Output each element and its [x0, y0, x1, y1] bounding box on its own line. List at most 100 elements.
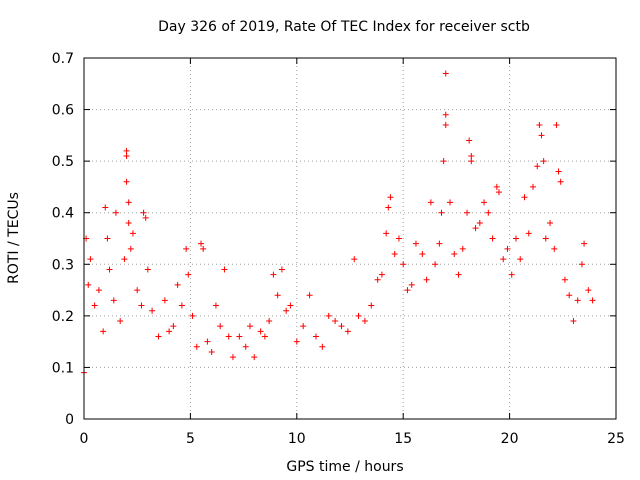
- data-point: [391, 250, 398, 257]
- data-point: [344, 328, 351, 335]
- data-point: [508, 271, 515, 278]
- y-tick-label: 0.7: [52, 51, 74, 67]
- data-point: [287, 302, 294, 309]
- data-point: [551, 245, 558, 252]
- data-point: [170, 323, 177, 330]
- data-point: [540, 158, 547, 165]
- y-tick-label: 0.5: [52, 154, 74, 170]
- data-point: [355, 312, 362, 319]
- data-point: [436, 240, 443, 247]
- data-point: [561, 276, 568, 283]
- y-tick-label: 0.3: [52, 257, 74, 273]
- data-point: [589, 297, 596, 304]
- data-point: [189, 312, 196, 319]
- data-point: [229, 354, 236, 361]
- data-point: [251, 354, 258, 361]
- data-point: [217, 323, 224, 330]
- data-point: [387, 194, 394, 201]
- data-point: [574, 297, 581, 304]
- data-point: [432, 261, 439, 268]
- data-point: [570, 318, 577, 325]
- data-point: [442, 111, 449, 118]
- data-point: [117, 318, 124, 325]
- data-point: [138, 302, 145, 309]
- data-point: [438, 209, 445, 216]
- data-point: [183, 245, 190, 252]
- data-point: [468, 152, 475, 159]
- data-point: [351, 256, 358, 263]
- data-point: [155, 333, 162, 340]
- data-point: [193, 343, 200, 350]
- data-point: [538, 132, 545, 139]
- data-point: [395, 235, 402, 242]
- data-point: [104, 235, 111, 242]
- data-point: [442, 70, 449, 77]
- data-point: [493, 183, 500, 190]
- data-point: [440, 158, 447, 165]
- data-point: [557, 178, 564, 185]
- data-point: [270, 271, 277, 278]
- data-point: [261, 333, 268, 340]
- data-point: [225, 333, 232, 340]
- data-point: [504, 245, 511, 252]
- data-point: [257, 328, 264, 335]
- data-point: [293, 338, 300, 345]
- data-point: [481, 199, 488, 206]
- data-point: [408, 281, 415, 288]
- y-tick-label: 0.1: [52, 360, 74, 376]
- data-point: [451, 250, 458, 257]
- chart-title: Day 326 of 2019, Rate Of TEC Index for r…: [158, 19, 530, 35]
- data-point: [204, 338, 211, 345]
- data-point: [198, 240, 205, 247]
- data-point: [110, 297, 117, 304]
- data-point: [102, 204, 109, 211]
- data-point: [476, 220, 483, 227]
- plot-frame: [83, 57, 617, 420]
- x-tick-label: 0: [80, 431, 89, 447]
- data-point: [472, 225, 479, 232]
- data-point: [459, 245, 466, 252]
- data-point: [246, 323, 253, 330]
- data-point: [306, 292, 313, 299]
- data-point: [485, 209, 492, 216]
- data-point: [517, 256, 524, 263]
- data-point: [542, 235, 549, 242]
- data-point: [149, 307, 156, 314]
- data-point: [536, 122, 543, 129]
- data-point: [178, 302, 185, 309]
- data-point: [466, 137, 473, 144]
- y-axis-label: ROTI / TECUs: [6, 192, 22, 284]
- data-point: [212, 302, 219, 309]
- data-point: [585, 287, 592, 294]
- data-point: [123, 152, 130, 159]
- data-point: [547, 220, 554, 227]
- data-point: [283, 307, 290, 314]
- y-tick-label: 0.2: [52, 309, 74, 325]
- data-point: [404, 287, 411, 294]
- data-point: [106, 266, 113, 273]
- data-point: [423, 276, 430, 283]
- data-point: [140, 209, 147, 216]
- data-point: [274, 292, 281, 299]
- data-point: [266, 318, 273, 325]
- data-point: [447, 199, 454, 206]
- data-point: [512, 235, 519, 242]
- data-point: [174, 281, 181, 288]
- data-point: [455, 271, 462, 278]
- data-point: [95, 287, 102, 294]
- data-point: [419, 250, 426, 257]
- data-point: [578, 261, 585, 268]
- data-point: [236, 333, 243, 340]
- y-tick-label: 0.6: [52, 103, 74, 119]
- data-point: [325, 312, 332, 319]
- y-tick-label: 0: [65, 412, 74, 428]
- data-point: [385, 204, 392, 211]
- data-point: [368, 302, 375, 309]
- data-point: [427, 199, 434, 206]
- data-point: [338, 323, 345, 330]
- data-point: [566, 292, 573, 299]
- x-tick-label: 15: [394, 431, 412, 447]
- data-point: [468, 158, 475, 165]
- data-point: [489, 235, 496, 242]
- data-point: [278, 266, 285, 273]
